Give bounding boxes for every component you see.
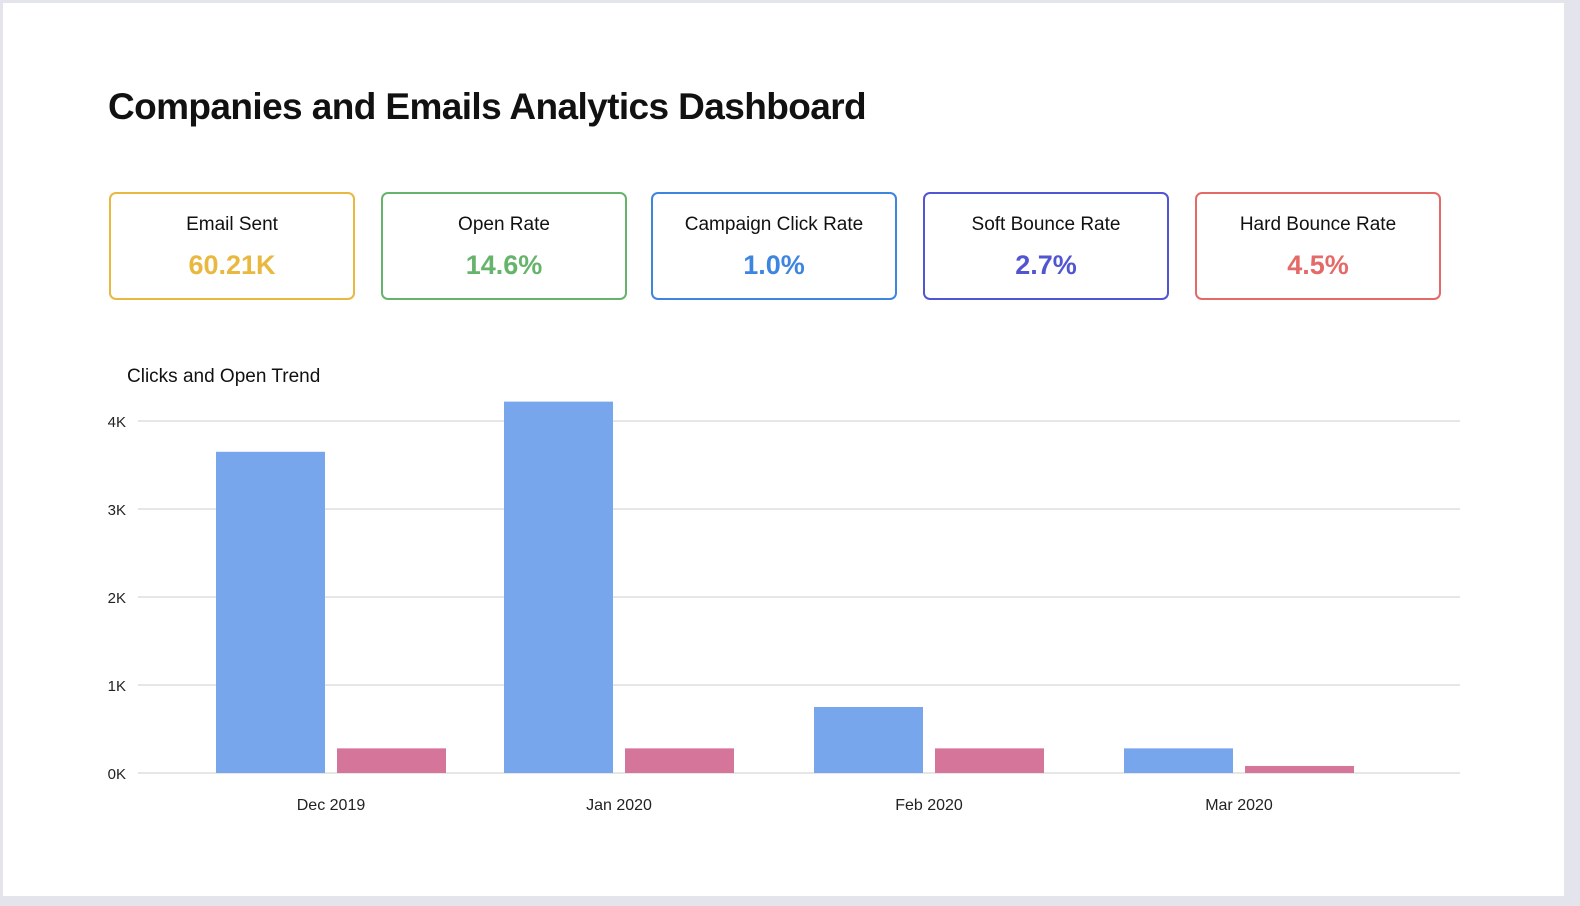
kpi-card-email-sent: Email Sent 60.21K — [109, 192, 355, 300]
y-tick-label: 0K — [108, 766, 126, 783]
kpi-value: 4.5% — [1287, 250, 1349, 280]
x-tick-label: Jan 2020 — [586, 797, 652, 814]
bar-series-1[interactable] — [216, 451, 325, 773]
kpi-card-campaign-click-rate: Campaign Click Rate 1.0% — [651, 192, 897, 300]
page-title: Companies and Emails Analytics Dashboard — [108, 86, 867, 127]
kpi-value: 60.21K — [188, 250, 276, 280]
kpi-label: Soft Bounce Rate — [971, 214, 1121, 235]
x-tick-label: Mar 2020 — [1205, 797, 1273, 814]
chart-title: Clicks and Open Trend — [127, 366, 321, 387]
bar-series-1[interactable] — [1124, 748, 1233, 773]
kpi-value: 1.0% — [743, 250, 805, 280]
kpi-card-soft-bounce-rate: Soft Bounce Rate 2.7% — [923, 192, 1169, 300]
kpi-value: 14.6% — [465, 250, 543, 280]
x-tick-label: Feb 2020 — [895, 797, 963, 814]
y-tick-label: 3K — [108, 502, 126, 519]
x-tick-label: Dec 2019 — [297, 797, 366, 814]
kpi-label: Campaign Click Rate — [684, 214, 864, 235]
kpi-card-open-rate: Open Rate 14.6% — [381, 192, 627, 300]
kpi-label: Email Sent — [186, 214, 278, 235]
kpi-label: Open Rate — [458, 214, 550, 235]
bar-series-2[interactable] — [625, 748, 734, 773]
kpi-label: Hard Bounce Rate — [1239, 214, 1397, 235]
bar-series-1[interactable] — [814, 707, 923, 773]
kpi-card-hard-bounce-rate: Hard Bounce Rate 4.5% — [1195, 192, 1441, 300]
y-tick-label: 4K — [108, 414, 126, 431]
bar-series-2[interactable] — [935, 748, 1044, 773]
y-tick-label: 1K — [108, 678, 126, 695]
bar-series-2[interactable] — [337, 748, 446, 773]
bar-series-1[interactable] — [504, 401, 613, 773]
bar-series-2[interactable] — [1245, 765, 1354, 773]
y-tick-label: 2K — [108, 590, 126, 607]
kpi-value: 2.7% — [1015, 250, 1077, 280]
